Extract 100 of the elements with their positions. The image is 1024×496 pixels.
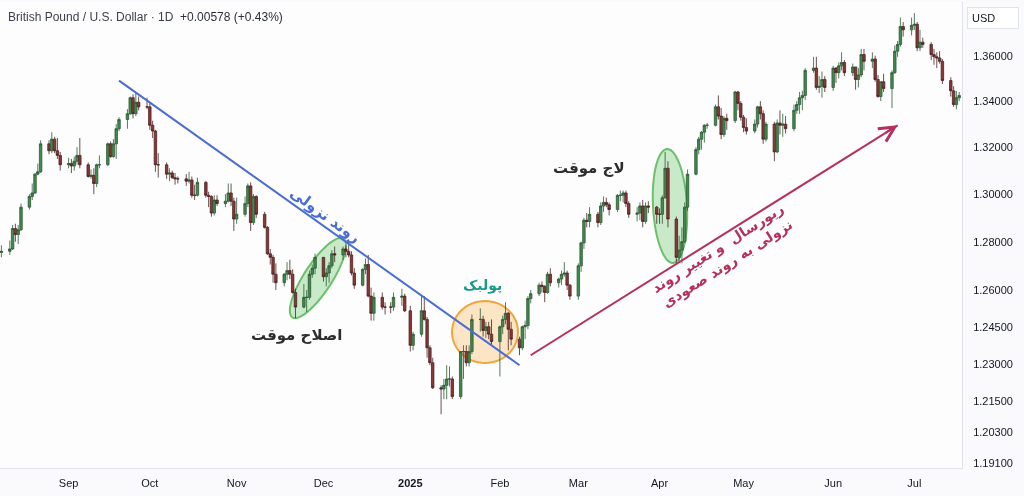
candlestick [929,41,933,61]
candlestick [635,206,639,222]
candlestick [489,318,494,346]
annotation: ریورسال و تغییر روند نزولی به روند صعودی [648,200,796,312]
candlestick [778,109,782,135]
candlestick [722,115,726,138]
y-tick-label: 1.32000 [973,141,1013,154]
candlestick [543,284,547,303]
candlestick [909,17,914,36]
x-tick-label: Sep [58,477,79,490]
text: British Pound / U.S. Dollar · 1D [8,10,174,25]
candlestick [834,66,838,84]
candlestick [137,96,141,111]
candlestick [725,113,729,131]
candlestick [615,193,620,213]
candlestick [870,51,875,69]
candlestick [548,267,552,287]
x-tick-label: Jun [824,477,843,490]
y-tick-label: 1.28000 [973,235,1013,248]
candlestick [851,63,855,77]
candlestick [10,224,15,251]
candlestick [411,331,415,351]
candlestick [302,283,306,309]
candlestick [190,176,194,199]
candlestick [450,376,454,400]
candlestick [831,65,835,92]
candlestick [641,199,645,228]
annotation: اصلاح موقت [251,326,343,344]
y-tick-label: 1.23000 [973,357,1013,370]
candlestick [484,321,488,339]
candlestick [106,142,110,167]
candlestick [842,59,847,77]
x-tick-label: May [733,477,755,490]
y-tick-label: 1.20300 [973,425,1013,438]
candlestick [783,115,788,134]
candlestick [881,73,886,93]
candlestick [643,202,648,225]
candlestick [638,202,642,221]
candlestick [478,307,482,333]
candlestick [215,194,219,207]
candlestick [811,56,816,74]
candlestick [195,177,200,197]
candlestick [78,137,82,169]
candlestick [108,141,113,159]
candlestick [254,194,258,219]
candlestick [389,301,393,314]
y-tick-label: 1.30000 [973,187,1013,200]
annotation: روند نزولی [286,183,364,247]
candlestick [817,75,821,94]
candlestick [744,117,748,135]
candlestick [912,12,917,31]
candlestick [921,37,925,49]
candlestick [781,113,785,138]
candlestick [820,71,824,99]
candlestick [674,216,678,264]
candlestick [918,29,922,52]
candlestick [226,183,230,203]
candlestick [50,131,54,154]
candlestick [935,51,939,69]
candlestick [380,292,384,310]
candlestick [655,205,659,225]
candlestick [66,157,71,169]
candlestick [823,75,827,93]
annotation: پولبک [463,277,503,294]
candlestick [657,207,662,225]
candlestick [445,364,449,400]
candlestick [439,384,443,415]
y-tick-label: 1.34000 [973,94,1013,107]
x-tick-label: Oct [141,477,159,490]
candlestick [86,162,90,179]
text: +0.00578 (+0.43%) [180,10,283,25]
candlestick [187,171,191,184]
candlestick [89,169,93,180]
y-tick-label: 1.36000 [973,49,1013,62]
candlestick [372,292,376,322]
candlestick [814,56,818,91]
candlestick [464,344,468,367]
candlestick [792,104,796,132]
candlestick [47,139,51,155]
candlestick [212,194,216,216]
candlestick [596,211,600,228]
candlestick [954,90,959,110]
x-tick-label: Jul [907,477,922,490]
candlestick [249,181,253,232]
candlestick [481,315,485,338]
candlestick [0,244,4,258]
x-tick-label: Mar [568,477,589,490]
candlestick [537,282,541,297]
x-tick-label: Apr [650,477,669,490]
y-tick-label: 1.21500 [973,395,1013,408]
y-tick-label: 1.26000 [973,283,1013,296]
x-tick-label: 2025 [398,477,423,490]
candlestick [733,90,737,124]
candlestick [775,119,779,154]
candlestick [134,92,138,117]
candlestick [173,172,177,186]
candlestick [764,121,768,142]
candlestick [621,190,625,203]
candlestick [506,311,510,351]
candlestick [607,202,611,216]
